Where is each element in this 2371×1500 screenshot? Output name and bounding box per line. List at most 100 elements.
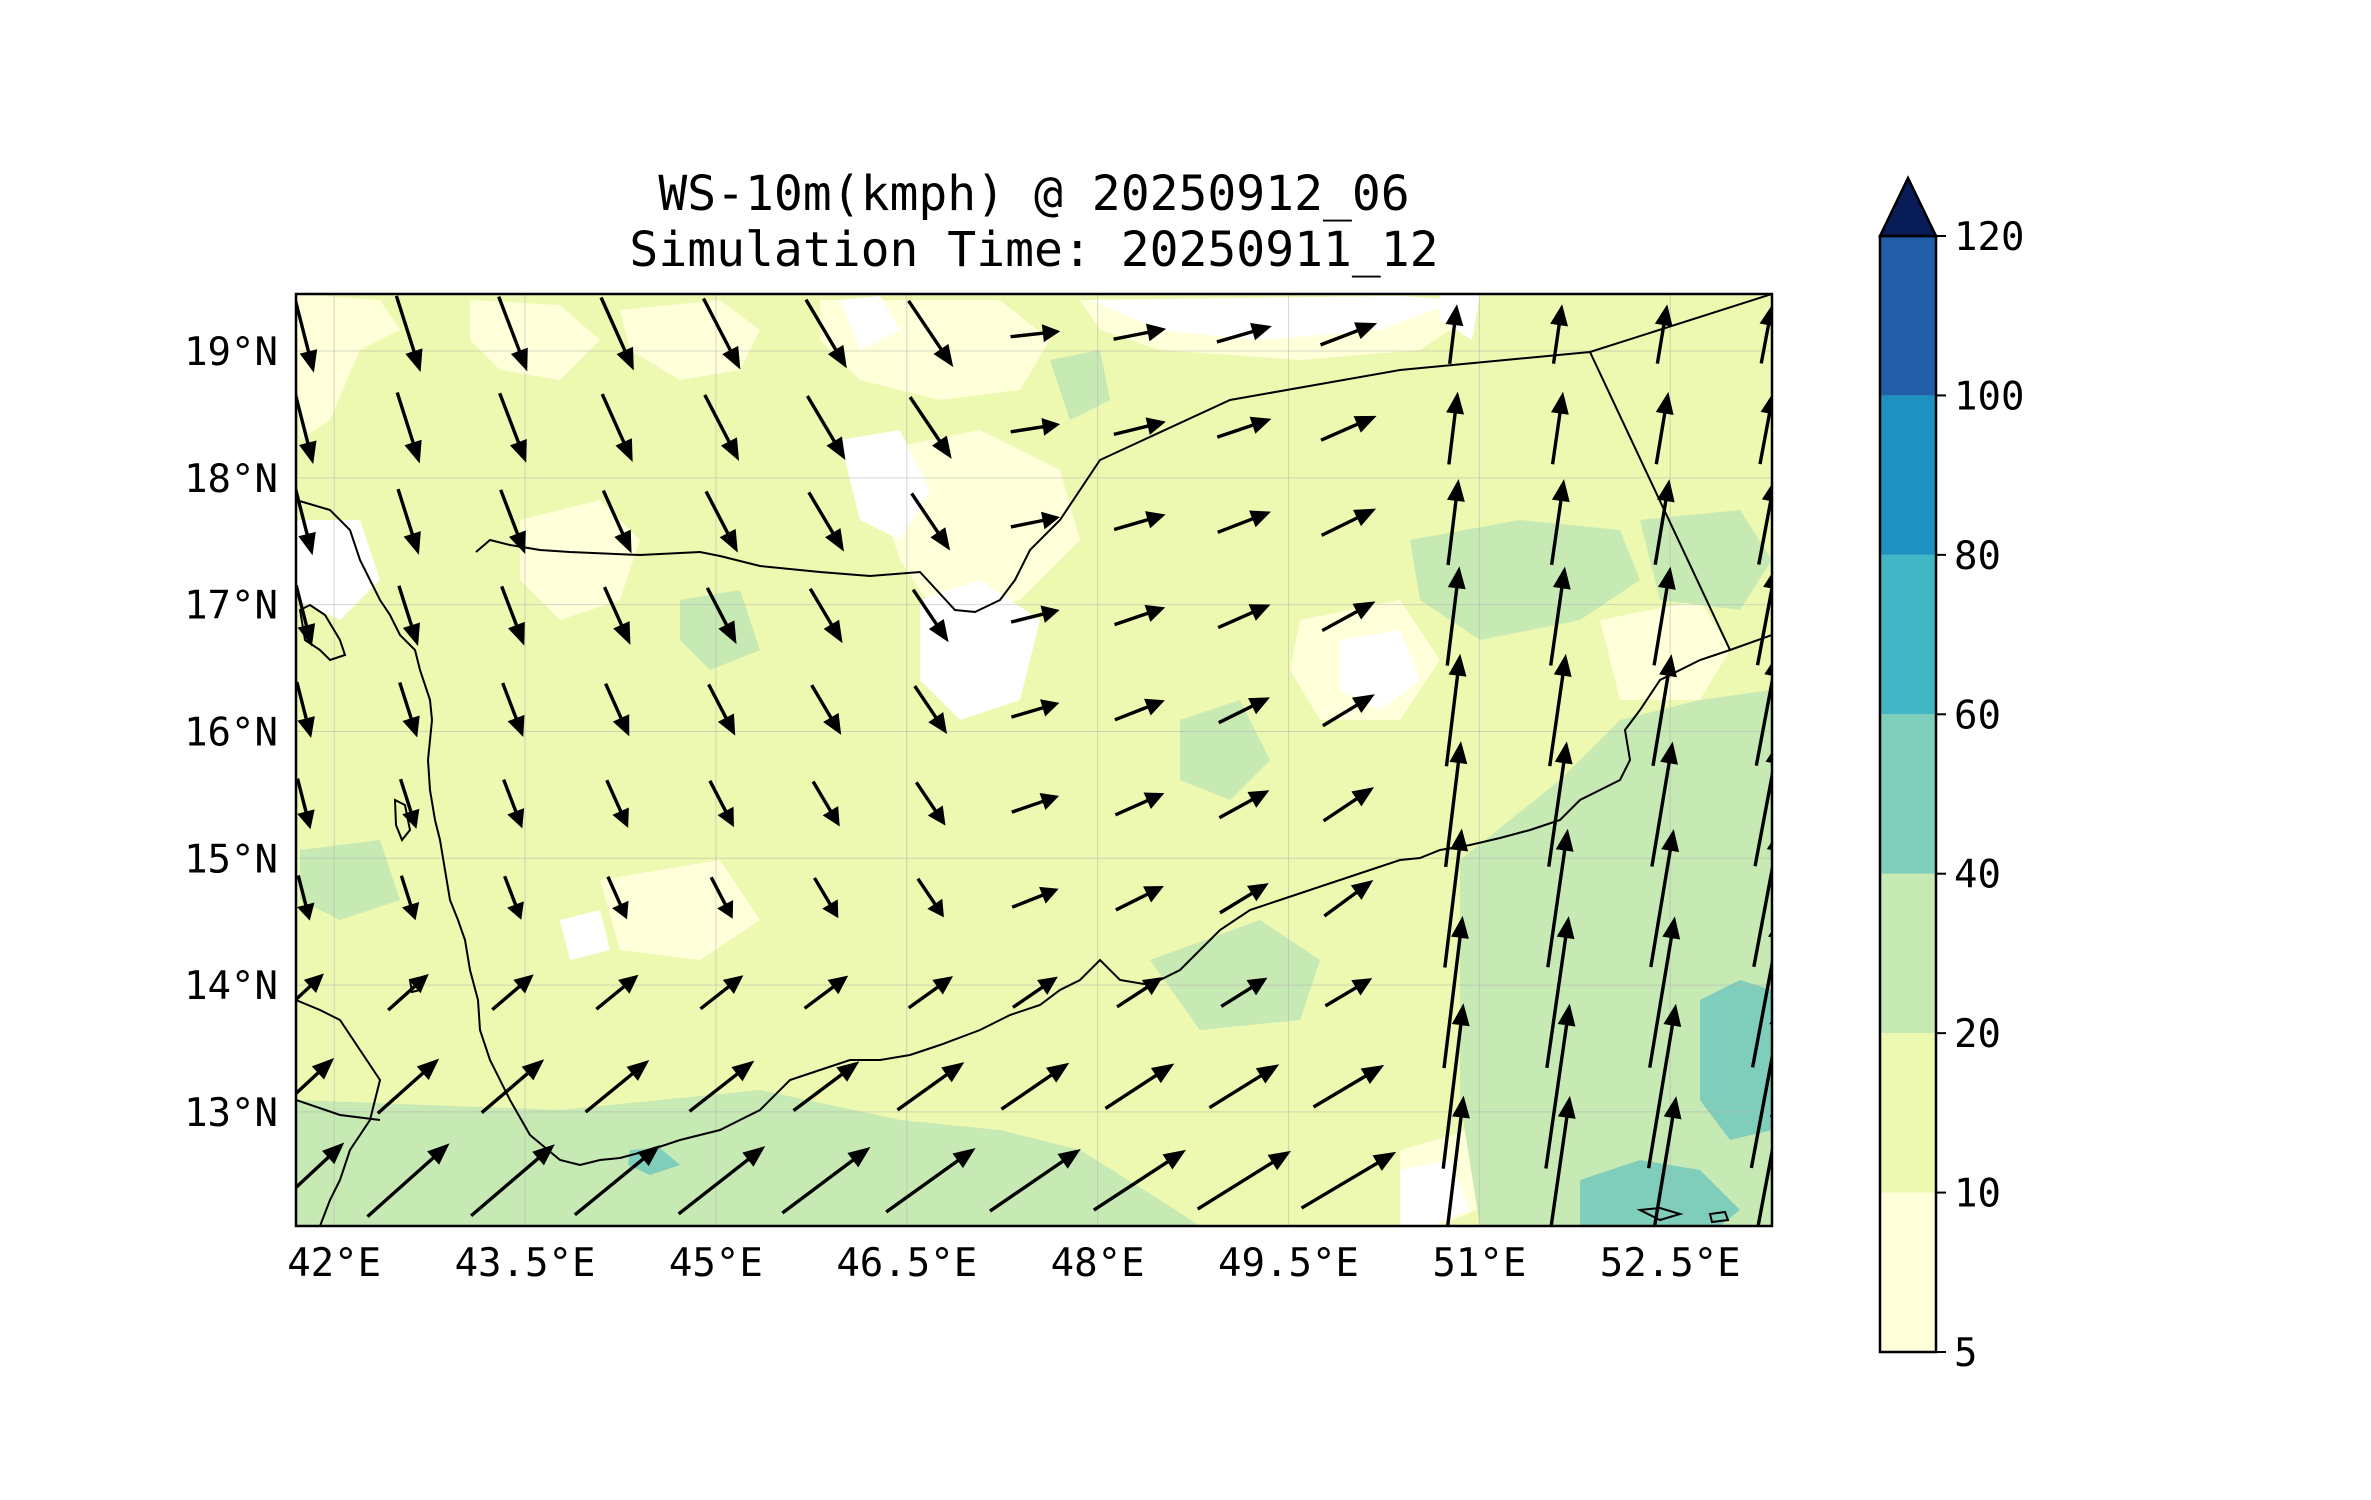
wind-arrow (296, 584, 316, 647)
map-gridlines (296, 294, 1772, 1226)
wind-arrow (1217, 604, 1271, 630)
wind-arrow (1322, 787, 1375, 823)
wind-arrow (480, 1059, 545, 1115)
wind-arrow (606, 876, 629, 920)
wind-arrow (1011, 976, 1058, 1009)
y-tick-label: 13°N (184, 1091, 278, 1136)
wind-arrow (397, 585, 420, 647)
wind-arrow (595, 974, 639, 1011)
wind-arrow (497, 296, 528, 372)
wind-arrow (398, 681, 420, 738)
wind-arrow (1010, 605, 1060, 624)
speed-band-20-40 (1150, 920, 1320, 1030)
wind-arrow (1114, 792, 1165, 817)
wind-arrow (704, 490, 738, 553)
wind-arrow (1116, 977, 1163, 1009)
wind-arrow (1654, 304, 1673, 364)
island (1636, 1206, 1684, 1222)
wind-arrow (1217, 697, 1270, 725)
wind-arrow (1011, 793, 1060, 814)
wind-arrow (501, 682, 525, 737)
y-tick-label: 15°N (184, 837, 278, 882)
wind-arrow (1758, 394, 1772, 465)
speed-band-20-40 (300, 840, 400, 920)
wind-arrow (296, 681, 315, 738)
african-border (296, 1099, 381, 1121)
y-tick-label: 19°N (184, 330, 278, 375)
wind-arrow (1312, 1065, 1385, 1109)
speed-band-20-40 (1460, 690, 1772, 1226)
wind-arrow (896, 1062, 965, 1112)
y-tick-label: 17°N (184, 584, 278, 629)
colorbar-tick-label: 10 (1954, 1172, 2001, 1217)
x-tick-label: 49.5°E (1218, 1241, 1359, 1286)
island (393, 798, 412, 842)
wind-arrow (376, 1058, 440, 1115)
wind-arrow (911, 588, 949, 643)
wind-arrow (1653, 479, 1675, 566)
wind-arrow (1010, 324, 1061, 343)
wind-arrow (499, 489, 526, 555)
wind-arrow (502, 778, 525, 829)
colorbar: 5 10 20 40 60 80 100 120 (1878, 175, 2024, 1376)
colorbar-band (1880, 236, 1936, 396)
wind-arrow (1544, 1003, 1576, 1169)
speed-band-5-10 (620, 300, 760, 380)
wind-arrow (1216, 322, 1272, 344)
wind-arrow (599, 296, 634, 371)
wind-arrow (677, 1146, 766, 1216)
wind-arrow (916, 877, 944, 918)
wind-arrow (908, 396, 952, 459)
wind-arrow (1651, 654, 1677, 767)
wind-arrow (804, 298, 847, 369)
wind-arrow (1220, 977, 1268, 1008)
wind-arrow (813, 877, 839, 919)
speed-band-below-5 (1340, 630, 1420, 710)
wind-arrow (705, 587, 737, 645)
wind-arrow (808, 587, 843, 644)
wind-arrow (699, 975, 744, 1011)
x-tick-label: 48°E (1051, 1241, 1145, 1286)
colorbar-band (1880, 395, 1936, 555)
wind-arrow (1443, 741, 1468, 868)
wind-arrow (1114, 698, 1165, 722)
wind-arrow (805, 395, 846, 461)
wind-arrow (296, 295, 318, 373)
wind-arrow (1196, 1150, 1292, 1211)
wind-arrow (1321, 694, 1375, 728)
wind-arrow (600, 393, 633, 462)
wind-arrow (498, 392, 527, 463)
x-tick-label: 45°E (669, 1241, 763, 1286)
wind-arrow (1445, 1095, 1470, 1226)
wind-arrow (1547, 741, 1573, 867)
wind-arrow (296, 874, 315, 921)
wind-arrow (792, 1061, 860, 1113)
wind-arrow (503, 875, 524, 920)
wind-arrow (811, 780, 840, 827)
wind-arrow (703, 394, 740, 462)
wind-arrow (913, 685, 948, 734)
wind-arrow (1104, 1063, 1175, 1110)
wind-arrow (1548, 653, 1572, 767)
wind-vectors (296, 295, 1772, 1226)
wind-arrow (907, 299, 954, 368)
colorbar-tick-label: 100 (1954, 374, 2024, 419)
wind-arrow (604, 682, 630, 737)
wind-arrow (1550, 304, 1568, 364)
speed-band-below-5 (560, 910, 610, 960)
colorbar-band (1880, 1192, 1936, 1352)
speed-band-5-10 (600, 860, 760, 960)
wind-arrow (399, 875, 420, 921)
wind-arrow (500, 585, 525, 646)
colorbar-tick-label: 60 (1954, 693, 2001, 738)
speed-band-20-40 (1180, 700, 1270, 800)
wind-arrow (1000, 1062, 1070, 1111)
colorbar-extend-arrow (1878, 175, 1938, 238)
wind-arrow (885, 1147, 976, 1214)
speed-band-20-40 (1410, 520, 1640, 640)
wind-arrow (1113, 417, 1166, 437)
wind-arrow (1548, 566, 1571, 666)
wind-arrow (1208, 1064, 1280, 1110)
wind-arrow (470, 1144, 555, 1218)
